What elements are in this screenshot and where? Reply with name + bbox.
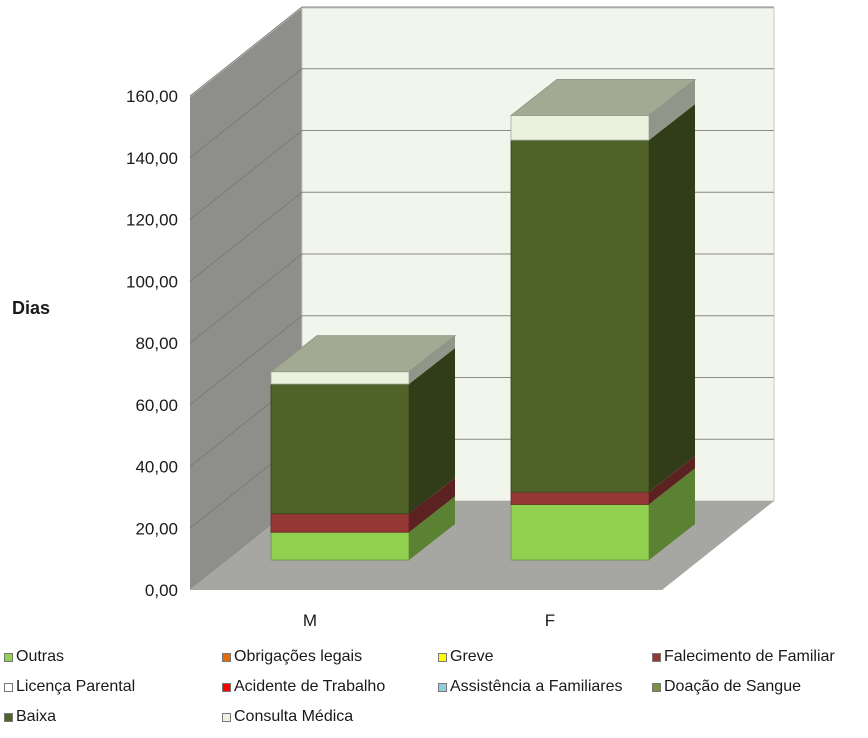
bar-segment-side: [649, 104, 695, 493]
legend-item: Doação de Sangue: [652, 678, 801, 696]
gridline-side: [189, 191, 303, 282]
y-axis-ticks: 0,00 20,00 40,00 60,00 80,00 100,00 120,00 140,…: [126, 87, 178, 600]
gridline-side: [189, 315, 303, 406]
legend-swatch: [4, 652, 13, 662]
gridline-side: [189, 130, 303, 220]
legend-item: Outras: [4, 648, 64, 666]
legend-swatch: [222, 652, 231, 662]
gridline-side: [189, 68, 303, 159]
bar-segment: [270, 513, 410, 533]
y-axis-label: Dias: [12, 298, 50, 318]
legend-label: Acidente de Trabalho: [234, 678, 386, 695]
y-tick-label: 80,00: [135, 334, 178, 353]
legend-label: Obrigações legais: [234, 648, 363, 665]
legend-item: Obrigações legais: [222, 648, 362, 666]
bar-segment: [510, 115, 650, 141]
legend-item: Consulta Médica: [222, 708, 353, 726]
legend-swatch: [4, 682, 13, 692]
bar-segment: [270, 531, 410, 561]
y-tick-label: 100,00: [126, 272, 178, 291]
legend-label: Outras: [16, 648, 65, 665]
legend-label: Greve: [450, 648, 494, 665]
legend-item: Acidente de Trabalho: [222, 678, 385, 696]
legend: Outras Obrigações legais Greve Falecimento …: [0, 642, 868, 738]
legend-label: Consulta Médica: [234, 708, 354, 725]
gridline-side: [189, 253, 303, 344]
legend-label: Baixa: [16, 708, 57, 725]
bar-segment-side: [409, 496, 455, 560]
bars: [269, 79, 697, 561]
bar-segment-side: [649, 468, 695, 560]
legend-swatch: [652, 652, 661, 662]
legend-swatch: [438, 682, 447, 692]
bar-segment-side: [409, 477, 455, 533]
bar-segment-side: [649, 456, 695, 505]
y-tick-label: 160,00: [126, 87, 178, 106]
bar-top: [509, 79, 697, 116]
legend-swatch: [222, 682, 231, 692]
y-tick-label: 0,00: [145, 581, 178, 600]
legend-swatch: [652, 682, 661, 692]
y-tick-label: 140,00: [126, 149, 178, 168]
bar-segment-side: [409, 348, 455, 514]
legend-label: Assistência a Familiares: [450, 678, 623, 695]
legend-swatch: [222, 712, 231, 722]
legend-swatch: [438, 652, 447, 662]
bar-segment: [510, 491, 650, 505]
legend-label: Licença Parental: [16, 678, 136, 695]
bar-segment: [510, 504, 650, 561]
legend-item: Assistência a Familiares: [438, 678, 623, 696]
legend-label: Doação de Sangue: [664, 678, 801, 695]
bar-segment: [270, 383, 410, 515]
gridline-side: [189, 6, 303, 97]
x-category-label: F: [545, 611, 555, 630]
legend-label: Falecimento de Familiar: [664, 648, 835, 665]
bar-segment: [510, 139, 650, 493]
legend-item: Licença Parental: [4, 678, 135, 696]
bar-segment: [270, 371, 410, 385]
y-tick-label: 40,00: [135, 458, 178, 477]
bar-top: [269, 335, 457, 373]
x-category-label: M: [303, 611, 317, 630]
legend-item: Greve: [438, 648, 494, 666]
y-tick-label: 60,00: [135, 396, 178, 415]
legend-item: Baixa: [4, 708, 56, 726]
stacked-bar-chart-3d: 0,00 20,00 40,00 60,00 80,00 100,00 120,00 140,…: [12, 6, 775, 630]
y-tick-label: 20,00: [135, 519, 178, 538]
y-tick-label: 120,00: [126, 211, 178, 230]
bar-segment-side: [409, 335, 455, 385]
bar-segment-side: [649, 79, 695, 141]
legend-item: Falecimento de Familiar: [652, 648, 835, 666]
legend-swatch: [4, 712, 13, 722]
